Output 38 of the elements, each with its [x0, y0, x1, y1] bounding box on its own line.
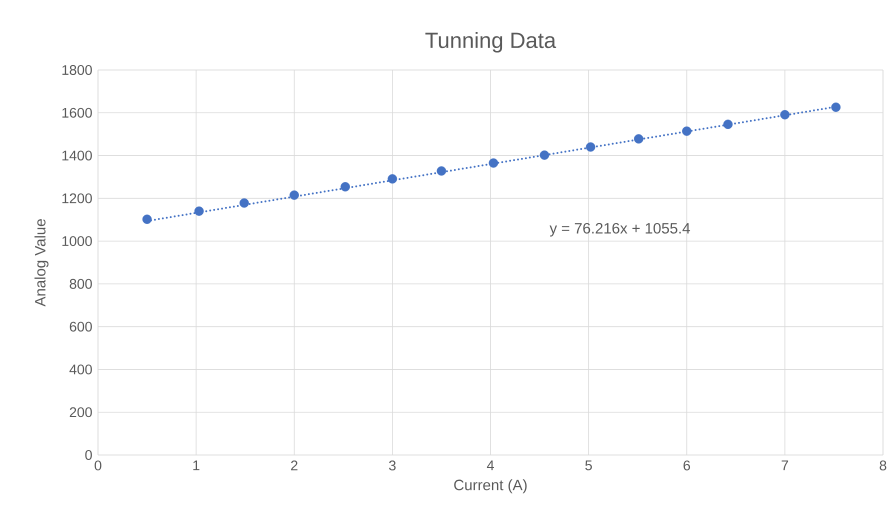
point [240, 198, 249, 208]
x-axis-title: Current (A) [454, 479, 527, 494]
y-tick-label: 400 [69, 364, 92, 374]
x-tick-label: 0 [94, 460, 102, 470]
point [723, 120, 733, 130]
point [586, 142, 596, 152]
y-tick-label: 1600 [62, 108, 92, 118]
x-tick-label: 7 [782, 460, 788, 470]
chart-title: Tunning Data [425, 32, 556, 52]
point [142, 214, 152, 224]
x-tick-label: 8 [880, 460, 886, 470]
x-tick-label: 4 [486, 460, 494, 470]
y-tick-label: 800 [70, 278, 92, 289]
y-tick-label: 600 [70, 322, 92, 332]
y-tick-label: 1000 [62, 236, 92, 246]
point [540, 150, 550, 160]
point [488, 158, 498, 168]
y-tick-label: 200 [70, 407, 92, 418]
x-tick-label: 3 [389, 460, 396, 470]
y-axis-title: Analog Value [34, 219, 48, 307]
point [388, 174, 398, 184]
point [634, 134, 644, 144]
point [194, 206, 204, 216]
x-tick-label: 1 [193, 460, 200, 470]
x-tick-label: 2 [291, 460, 298, 470]
point [290, 190, 299, 200]
y-tick-label: 1800 [62, 65, 92, 75]
x-tick-label: 5 [585, 460, 592, 470]
y-tick-label: 1200 [62, 193, 92, 204]
point [340, 182, 350, 192]
point [682, 126, 692, 136]
y-tick-label: 1400 [62, 150, 92, 161]
point [831, 102, 841, 112]
point [780, 110, 790, 120]
point [436, 166, 446, 176]
x-tick-label: 6 [684, 460, 690, 470]
annotation: y = 76.216x + 1055.4 [550, 222, 690, 237]
y-tick-label: 0 [85, 450, 92, 460]
